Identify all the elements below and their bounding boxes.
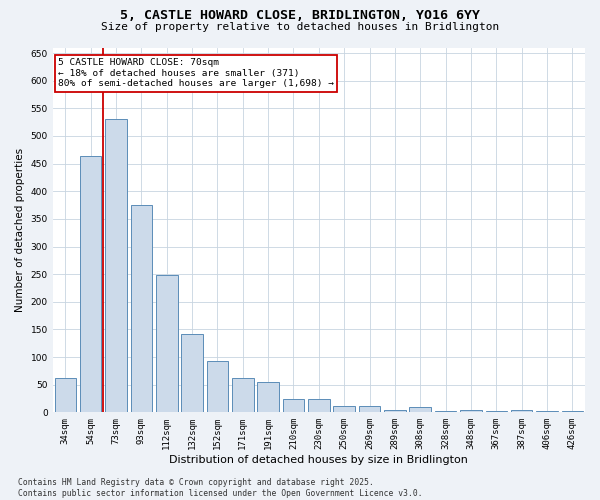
Bar bbox=[485, 410, 507, 412]
Bar bbox=[511, 410, 532, 412]
Bar bbox=[257, 382, 279, 412]
Bar bbox=[283, 398, 304, 412]
Bar bbox=[359, 406, 380, 412]
Bar bbox=[80, 156, 101, 412]
Bar bbox=[536, 410, 558, 412]
Y-axis label: Number of detached properties: Number of detached properties bbox=[15, 148, 25, 312]
Bar bbox=[409, 408, 431, 412]
Text: 5, CASTLE HOWARD CLOSE, BRIDLINGTON, YO16 6YY: 5, CASTLE HOWARD CLOSE, BRIDLINGTON, YO1… bbox=[120, 9, 480, 22]
Bar bbox=[460, 410, 482, 412]
Bar bbox=[181, 334, 203, 412]
Bar bbox=[131, 205, 152, 412]
Bar bbox=[334, 406, 355, 412]
Text: 5 CASTLE HOWARD CLOSE: 70sqm
← 18% of detached houses are smaller (371)
80% of s: 5 CASTLE HOWARD CLOSE: 70sqm ← 18% of de… bbox=[58, 58, 334, 88]
Bar bbox=[562, 410, 583, 412]
Bar bbox=[384, 410, 406, 412]
Bar bbox=[55, 378, 76, 412]
Bar bbox=[435, 410, 457, 412]
Bar bbox=[308, 398, 329, 412]
Bar bbox=[232, 378, 254, 412]
Bar bbox=[105, 120, 127, 412]
Bar bbox=[206, 361, 228, 412]
X-axis label: Distribution of detached houses by size in Bridlington: Distribution of detached houses by size … bbox=[169, 455, 468, 465]
Text: Contains HM Land Registry data © Crown copyright and database right 2025.
Contai: Contains HM Land Registry data © Crown c… bbox=[18, 478, 422, 498]
Text: Size of property relative to detached houses in Bridlington: Size of property relative to detached ho… bbox=[101, 22, 499, 32]
Bar bbox=[156, 274, 178, 412]
